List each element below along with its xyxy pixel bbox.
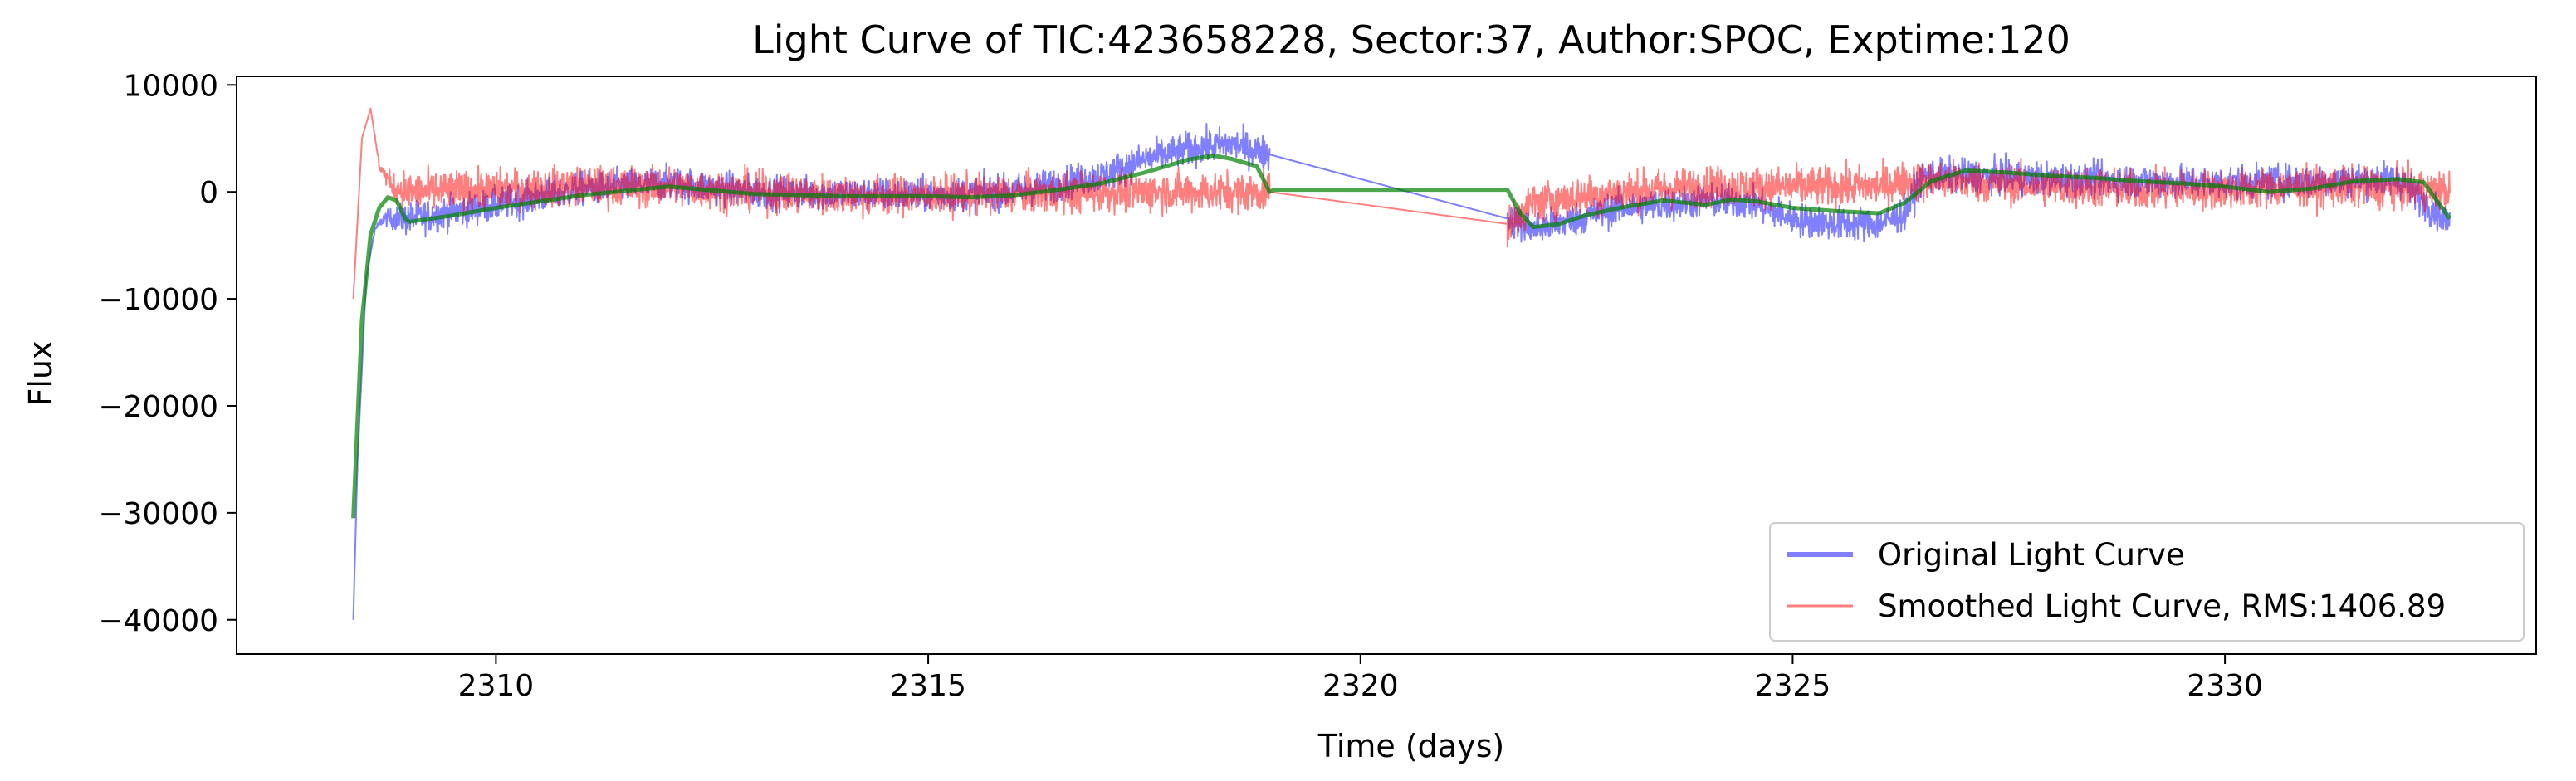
y-tick-label: 10000 xyxy=(123,69,218,103)
plot-area xyxy=(351,107,2451,620)
legend-label: Original Light Curve xyxy=(1878,537,2185,573)
axis-ticks: 2310 2315 2320 2325 2330 −40000 −30000 −20000 −1… xyxy=(98,69,2263,703)
y-tick-label: −20000 xyxy=(98,390,218,424)
y-tick-label: −40000 xyxy=(98,604,218,638)
series-line-3 xyxy=(351,153,2451,519)
legend: Original Light Curve Smoothed Light Curve… xyxy=(1769,522,2525,642)
x-tick-label: 2330 xyxy=(2187,669,2263,703)
y-tick-label: 0 xyxy=(199,176,218,210)
x-tick-label: 2315 xyxy=(890,669,966,703)
x-tick-label: 2320 xyxy=(1322,669,1399,703)
legend-label: Smoothed Light Curve, RMS:1406.89 xyxy=(1878,588,2446,624)
x-tick-label: 2310 xyxy=(458,669,535,703)
x-tick-label: 2325 xyxy=(1755,669,1831,703)
x-axis-label: Time (days) xyxy=(1317,728,1504,764)
legend-box xyxy=(1769,522,2525,642)
y-tick-label: −30000 xyxy=(98,497,218,531)
y-axis-label: Flux xyxy=(22,341,59,407)
axes-frame xyxy=(236,76,2537,655)
y-tick-label: −10000 xyxy=(98,283,218,317)
chart-title: Light Curve of TIC:423658228, Sector:37,… xyxy=(752,17,2070,62)
series-line-2 xyxy=(352,107,2451,300)
